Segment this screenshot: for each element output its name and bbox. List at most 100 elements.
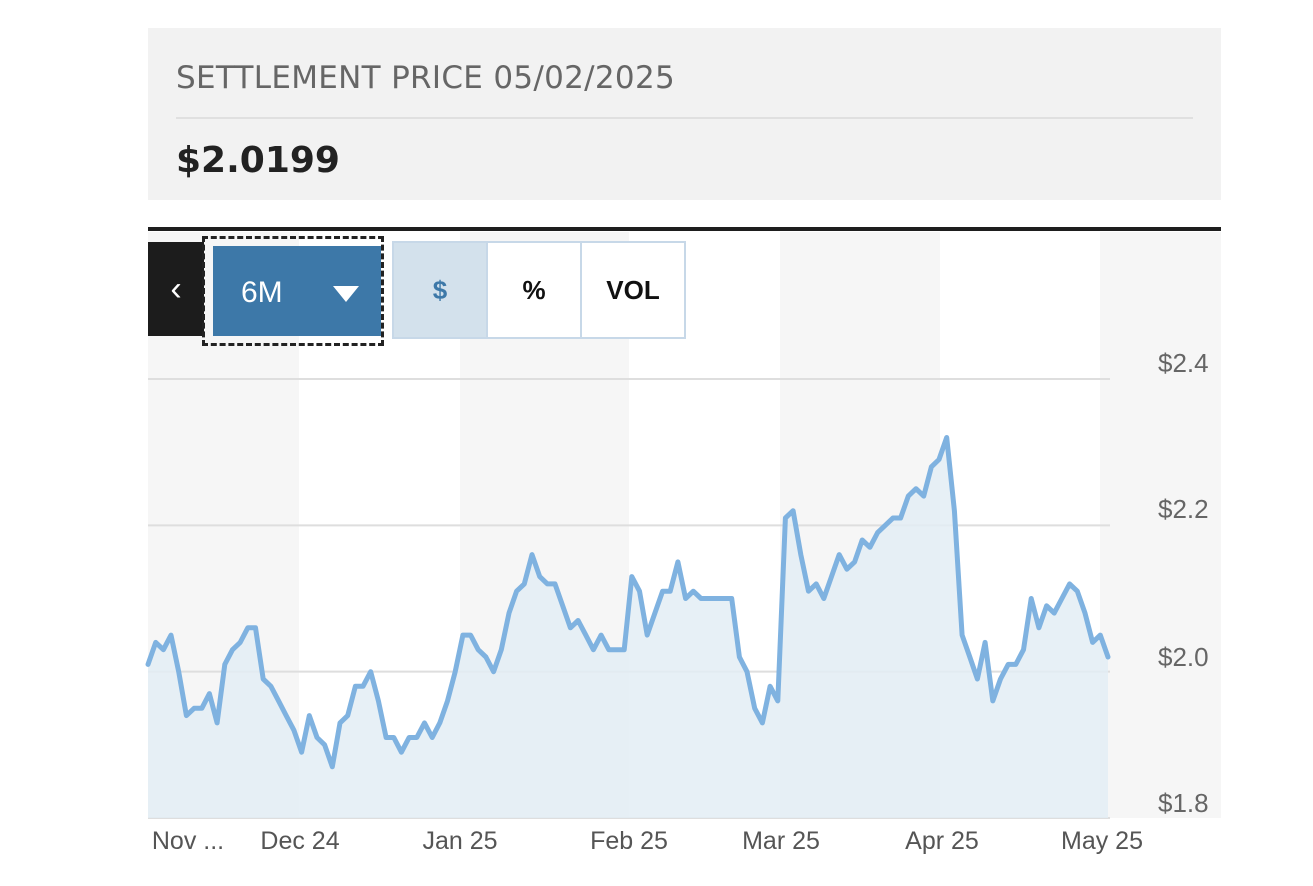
price-point bbox=[899, 516, 903, 520]
price-point bbox=[530, 553, 534, 557]
y-tick-label: $2.0 bbox=[1158, 642, 1209, 672]
price-point bbox=[630, 575, 634, 579]
price-point bbox=[999, 677, 1003, 681]
price-point bbox=[1022, 648, 1026, 652]
price-point bbox=[515, 589, 519, 593]
price-point bbox=[860, 538, 864, 542]
y-tick-label: $1.8 bbox=[1158, 788, 1209, 818]
price-point bbox=[399, 750, 403, 754]
price-point bbox=[1083, 611, 1087, 615]
mode-dollar-button[interactable]: $ bbox=[394, 243, 488, 337]
price-point bbox=[323, 743, 327, 747]
header-divider bbox=[176, 117, 1193, 119]
price-point bbox=[200, 706, 204, 710]
price-point bbox=[269, 684, 273, 688]
range-dropdown[interactable]: 6M bbox=[213, 246, 381, 336]
mode-percent-button[interactable]: % bbox=[488, 243, 582, 337]
price-point bbox=[960, 633, 964, 637]
price-point bbox=[184, 714, 188, 718]
price-point bbox=[607, 648, 611, 652]
price-point bbox=[845, 567, 849, 571]
y-axis-labels: $2.4 $2.2 $2.0 $1.8 bbox=[1158, 348, 1209, 818]
x-tick-label: Apr 25 bbox=[905, 827, 979, 855]
price-point bbox=[353, 684, 357, 688]
price-point bbox=[722, 597, 726, 601]
price-point bbox=[330, 765, 334, 769]
price-point bbox=[699, 597, 703, 601]
price-point bbox=[760, 721, 764, 725]
price-point bbox=[584, 633, 588, 637]
price-point bbox=[538, 575, 542, 579]
x-tick-label: Dec 24 bbox=[260, 827, 339, 855]
price-point bbox=[438, 721, 442, 725]
price-point bbox=[707, 597, 711, 601]
price-point bbox=[215, 721, 219, 725]
x-tick-label: Feb 25 bbox=[590, 827, 668, 855]
price-point bbox=[768, 684, 772, 688]
price-point bbox=[791, 509, 795, 513]
price-point bbox=[146, 662, 150, 666]
price-point bbox=[361, 684, 365, 688]
price-point bbox=[753, 706, 757, 710]
price-point bbox=[277, 699, 281, 703]
price-point bbox=[169, 633, 173, 637]
price-point bbox=[192, 706, 196, 710]
price-point bbox=[684, 597, 688, 601]
price-point bbox=[799, 553, 803, 557]
price-point bbox=[1075, 589, 1079, 593]
price-point bbox=[292, 728, 296, 732]
price-point bbox=[991, 699, 995, 703]
price-point bbox=[1060, 597, 1064, 601]
price-point bbox=[461, 633, 465, 637]
price-point bbox=[446, 699, 450, 703]
price-point bbox=[776, 699, 780, 703]
price-point bbox=[1045, 604, 1049, 608]
price-point bbox=[346, 714, 350, 718]
price-point bbox=[484, 655, 488, 659]
price-point bbox=[1098, 633, 1102, 637]
price-point bbox=[1029, 597, 1033, 601]
range-selector-focus: 6M bbox=[202, 236, 384, 346]
price-point bbox=[576, 619, 580, 623]
price-point bbox=[476, 648, 480, 652]
price-point bbox=[1091, 640, 1095, 644]
price-point bbox=[376, 699, 380, 703]
price-point bbox=[952, 509, 956, 513]
price-point bbox=[369, 670, 373, 674]
price-point bbox=[876, 531, 880, 535]
price-point bbox=[968, 655, 972, 659]
price-point bbox=[937, 458, 941, 462]
price-point bbox=[492, 670, 496, 674]
price-point bbox=[591, 648, 595, 652]
mode-toggle-group: $ % VOL bbox=[392, 241, 686, 339]
price-point bbox=[507, 611, 511, 615]
price-point bbox=[430, 736, 434, 740]
price-point bbox=[661, 589, 665, 593]
back-button[interactable]: ‹ bbox=[148, 242, 204, 336]
price-point bbox=[668, 589, 672, 593]
price-point bbox=[469, 633, 473, 637]
price-point bbox=[676, 560, 680, 564]
price-point bbox=[853, 560, 857, 564]
caret-down-icon bbox=[333, 286, 359, 302]
x-axis-labels: Nov ... Dec 24 Jan 25 Feb 25 Mar 25 Apr 25 May… bbox=[152, 827, 1143, 855]
price-point bbox=[691, 589, 695, 593]
price-point bbox=[807, 589, 811, 593]
price-point bbox=[384, 736, 388, 740]
price-point bbox=[1014, 662, 1018, 666]
price-line bbox=[145, 435, 1111, 770]
price-point bbox=[1006, 662, 1010, 666]
price-point bbox=[883, 523, 887, 527]
price-point bbox=[453, 670, 457, 674]
x-tick-label: May 25 bbox=[1061, 827, 1143, 855]
price-point bbox=[545, 582, 549, 586]
price-point bbox=[1052, 611, 1056, 615]
mode-volume-button[interactable]: VOL bbox=[606, 274, 660, 305]
price-point bbox=[929, 465, 933, 469]
price-point bbox=[154, 640, 158, 644]
y-tick-label: $2.2 bbox=[1158, 494, 1209, 524]
settlement-header: SETTLEMENT PRICE 05/02/2025 $2.0199 bbox=[148, 28, 1221, 200]
month-band bbox=[1100, 232, 1221, 818]
y-tick-label: $2.4 bbox=[1158, 348, 1209, 378]
